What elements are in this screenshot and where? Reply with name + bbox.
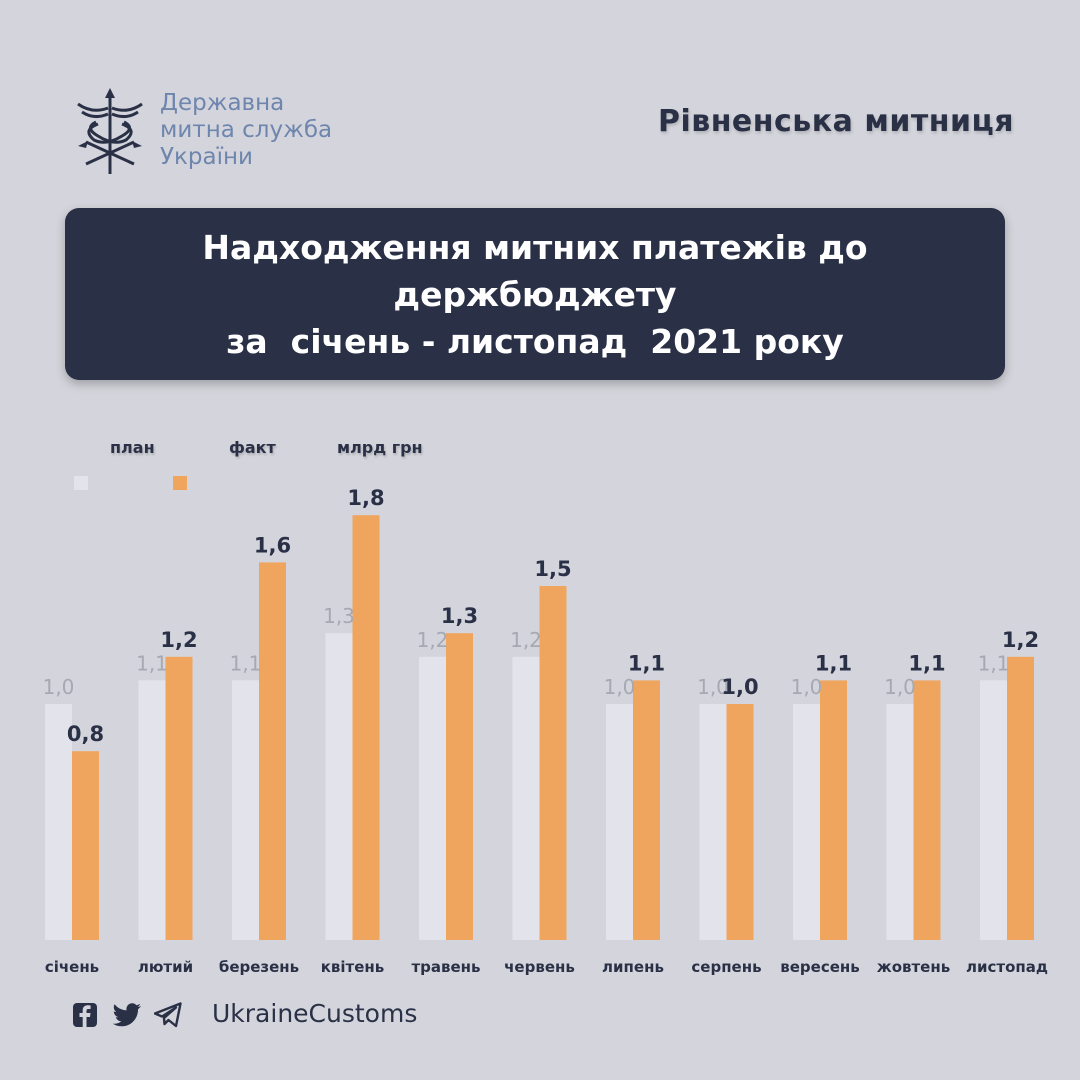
month-label: вересень (780, 958, 860, 976)
logo-line-1: Державна (160, 90, 285, 116)
fact-bar (913, 680, 941, 940)
plan-bar (138, 680, 166, 940)
facebook-icon[interactable] (72, 1002, 98, 1028)
social-handle: UkraineCustoms (212, 999, 418, 1028)
fact-bar (539, 586, 567, 940)
twitter-icon[interactable] (112, 1002, 142, 1028)
plan-bar (606, 704, 633, 940)
month-label: квітень (321, 958, 385, 976)
logo-line-3: України (160, 144, 253, 170)
fact-value-label: 1,2 (1002, 628, 1039, 652)
telegram-icon[interactable] (154, 1002, 182, 1028)
plan-value-label: 1,1 (230, 651, 262, 675)
unit-label: млрд грн (337, 438, 423, 457)
fact-bar (259, 562, 286, 940)
plan-bar (512, 656, 540, 940)
legend-plan-swatch (74, 476, 88, 490)
customs-emblem-icon (77, 88, 143, 174)
title-line-2: держбюджету (393, 274, 677, 314)
fact-bar (726, 704, 754, 940)
title-line-1: Надходження митних платежів до (202, 227, 868, 267)
fact-value-label: 1,5 (534, 557, 571, 581)
plan-value-label: 1,1 (136, 651, 168, 675)
month-label: жовтень (877, 958, 950, 976)
fact-bar (1007, 656, 1034, 940)
month-label: травень (411, 958, 480, 976)
fact-bar (820, 680, 847, 940)
logo: Державна митна служба України (72, 84, 372, 179)
plan-value-label: 1,2 (417, 628, 449, 652)
plan-value-label: 1,0 (43, 675, 75, 699)
plan-value-label: 1,1 (978, 651, 1010, 675)
month-label: серпень (691, 958, 761, 976)
title-banner: Надходження митних платежів до держбюдже… (65, 208, 1005, 380)
fact-bar (72, 751, 99, 940)
month-label: листопад (966, 958, 1048, 976)
plan-value-label: 1,3 (323, 604, 355, 628)
plan-bar (793, 704, 820, 940)
month-label: січень (45, 958, 99, 976)
logo-line-2: митна служба (160, 117, 333, 143)
plan-bar (325, 633, 353, 940)
fact-value-label: 1,1 (628, 651, 665, 675)
office-name: Рівненська митниця (657, 104, 1014, 139)
plan-bar (419, 656, 446, 940)
fact-bar (633, 680, 660, 940)
fact-bar (165, 656, 193, 940)
fact-value-label: 1,8 (347, 486, 384, 510)
legend-fact-swatch (173, 476, 187, 490)
month-label: березень (219, 958, 299, 976)
plan-bar (980, 680, 1007, 940)
fact-bar (352, 515, 380, 940)
fact-value-label: 1,6 (254, 533, 291, 557)
fact-value-label: 1,2 (160, 628, 197, 652)
plan-bar (699, 704, 727, 940)
plan-bar (886, 704, 914, 940)
legend-fact-label: факт (229, 438, 276, 457)
fact-value-label: 0,8 (67, 722, 104, 746)
title-line-3: за січень - листопад 2021 року (226, 321, 844, 361)
plan-value-label: 1,2 (510, 628, 542, 652)
fact-value-label: 1,1 (908, 651, 945, 675)
month-label: липень (602, 958, 664, 976)
legend-plan-label: план (110, 438, 155, 457)
plan-value-label: 1,0 (791, 675, 823, 699)
plan-value-label: 1,0 (697, 675, 729, 699)
plan-bar (232, 680, 259, 940)
fact-value-label: 1,3 (441, 604, 478, 628)
fact-bar (446, 633, 473, 940)
logo-text: Державна митна служба України (160, 90, 332, 171)
plan-value-label: 1,0 (604, 675, 636, 699)
fact-value-label: 1,0 (721, 675, 758, 699)
fact-value-label: 1,1 (815, 651, 852, 675)
month-label: червень (504, 958, 575, 976)
plan-bar (45, 704, 72, 940)
plan-value-label: 1,0 (884, 675, 916, 699)
month-label: лютий (138, 958, 193, 976)
